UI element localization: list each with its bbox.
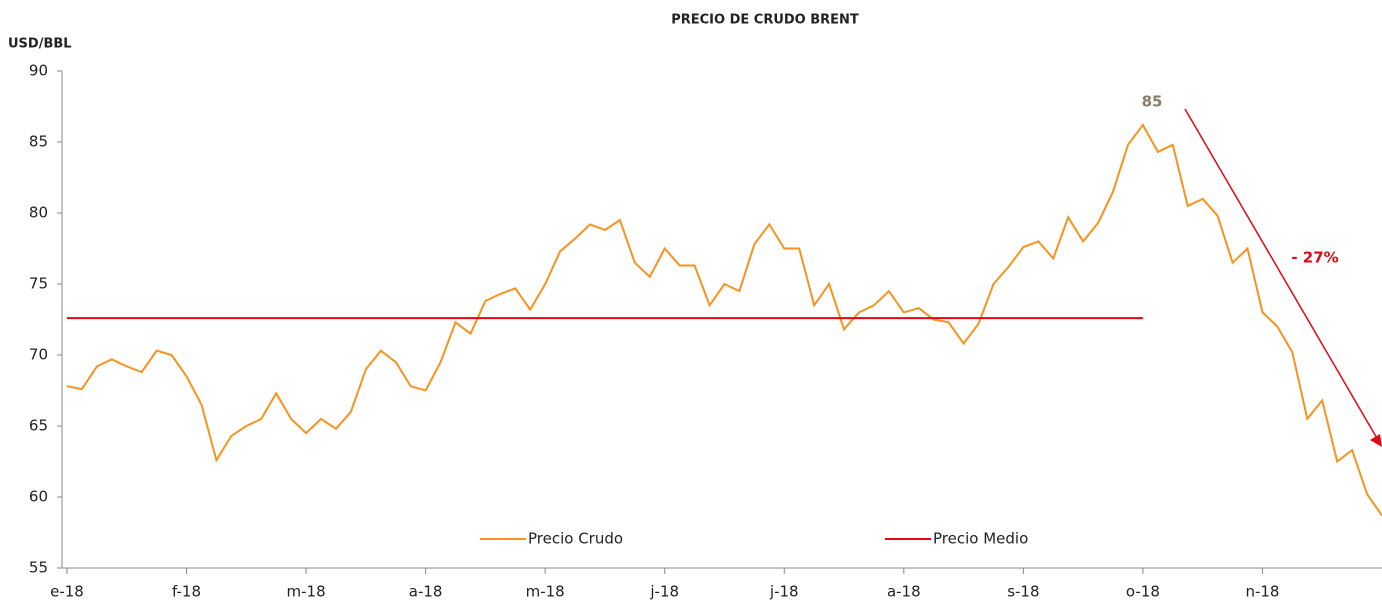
legend-label: Precio Medio: [933, 530, 1028, 548]
x-tick-label: a-18: [887, 583, 921, 601]
y-tick-label: 55: [29, 559, 48, 577]
y-tick-label: 75: [29, 275, 48, 293]
x-tick-label: s-18: [1007, 583, 1039, 601]
y-tick-label: 70: [29, 346, 48, 364]
y-tick-label: 65: [29, 417, 48, 435]
legend-label: Precio Crudo: [528, 530, 623, 548]
x-tick-label: a-18: [409, 583, 443, 601]
change-annotation: - 27%: [1291, 249, 1338, 267]
x-tick-label: m-18: [287, 583, 326, 601]
y-tick-label: 90: [29, 62, 48, 80]
x-tick-label: j-18: [769, 583, 799, 601]
x-tick-label: o-18: [1126, 583, 1160, 601]
arrow-head: [1370, 434, 1382, 447]
x-tick-label: n-18: [1245, 583, 1279, 601]
x-tick-label: f-18: [172, 583, 201, 601]
chart-title: PRECIO DE CRUDO BRENT: [671, 13, 859, 28]
price-line: [66, 123, 1382, 517]
y-tick-label: 85: [29, 133, 48, 151]
peak-annotation: 85: [1142, 93, 1163, 111]
x-tick-label: m-18: [526, 583, 565, 601]
x-tick-label: e-18: [50, 583, 84, 601]
y-tick-label: 80: [29, 204, 48, 222]
trend-arrow: [1184, 108, 1379, 441]
x-tick-label: j-18: [649, 583, 679, 601]
y-axis-label: USD/BBL: [8, 37, 72, 52]
y-tick-label: 60: [29, 488, 48, 506]
